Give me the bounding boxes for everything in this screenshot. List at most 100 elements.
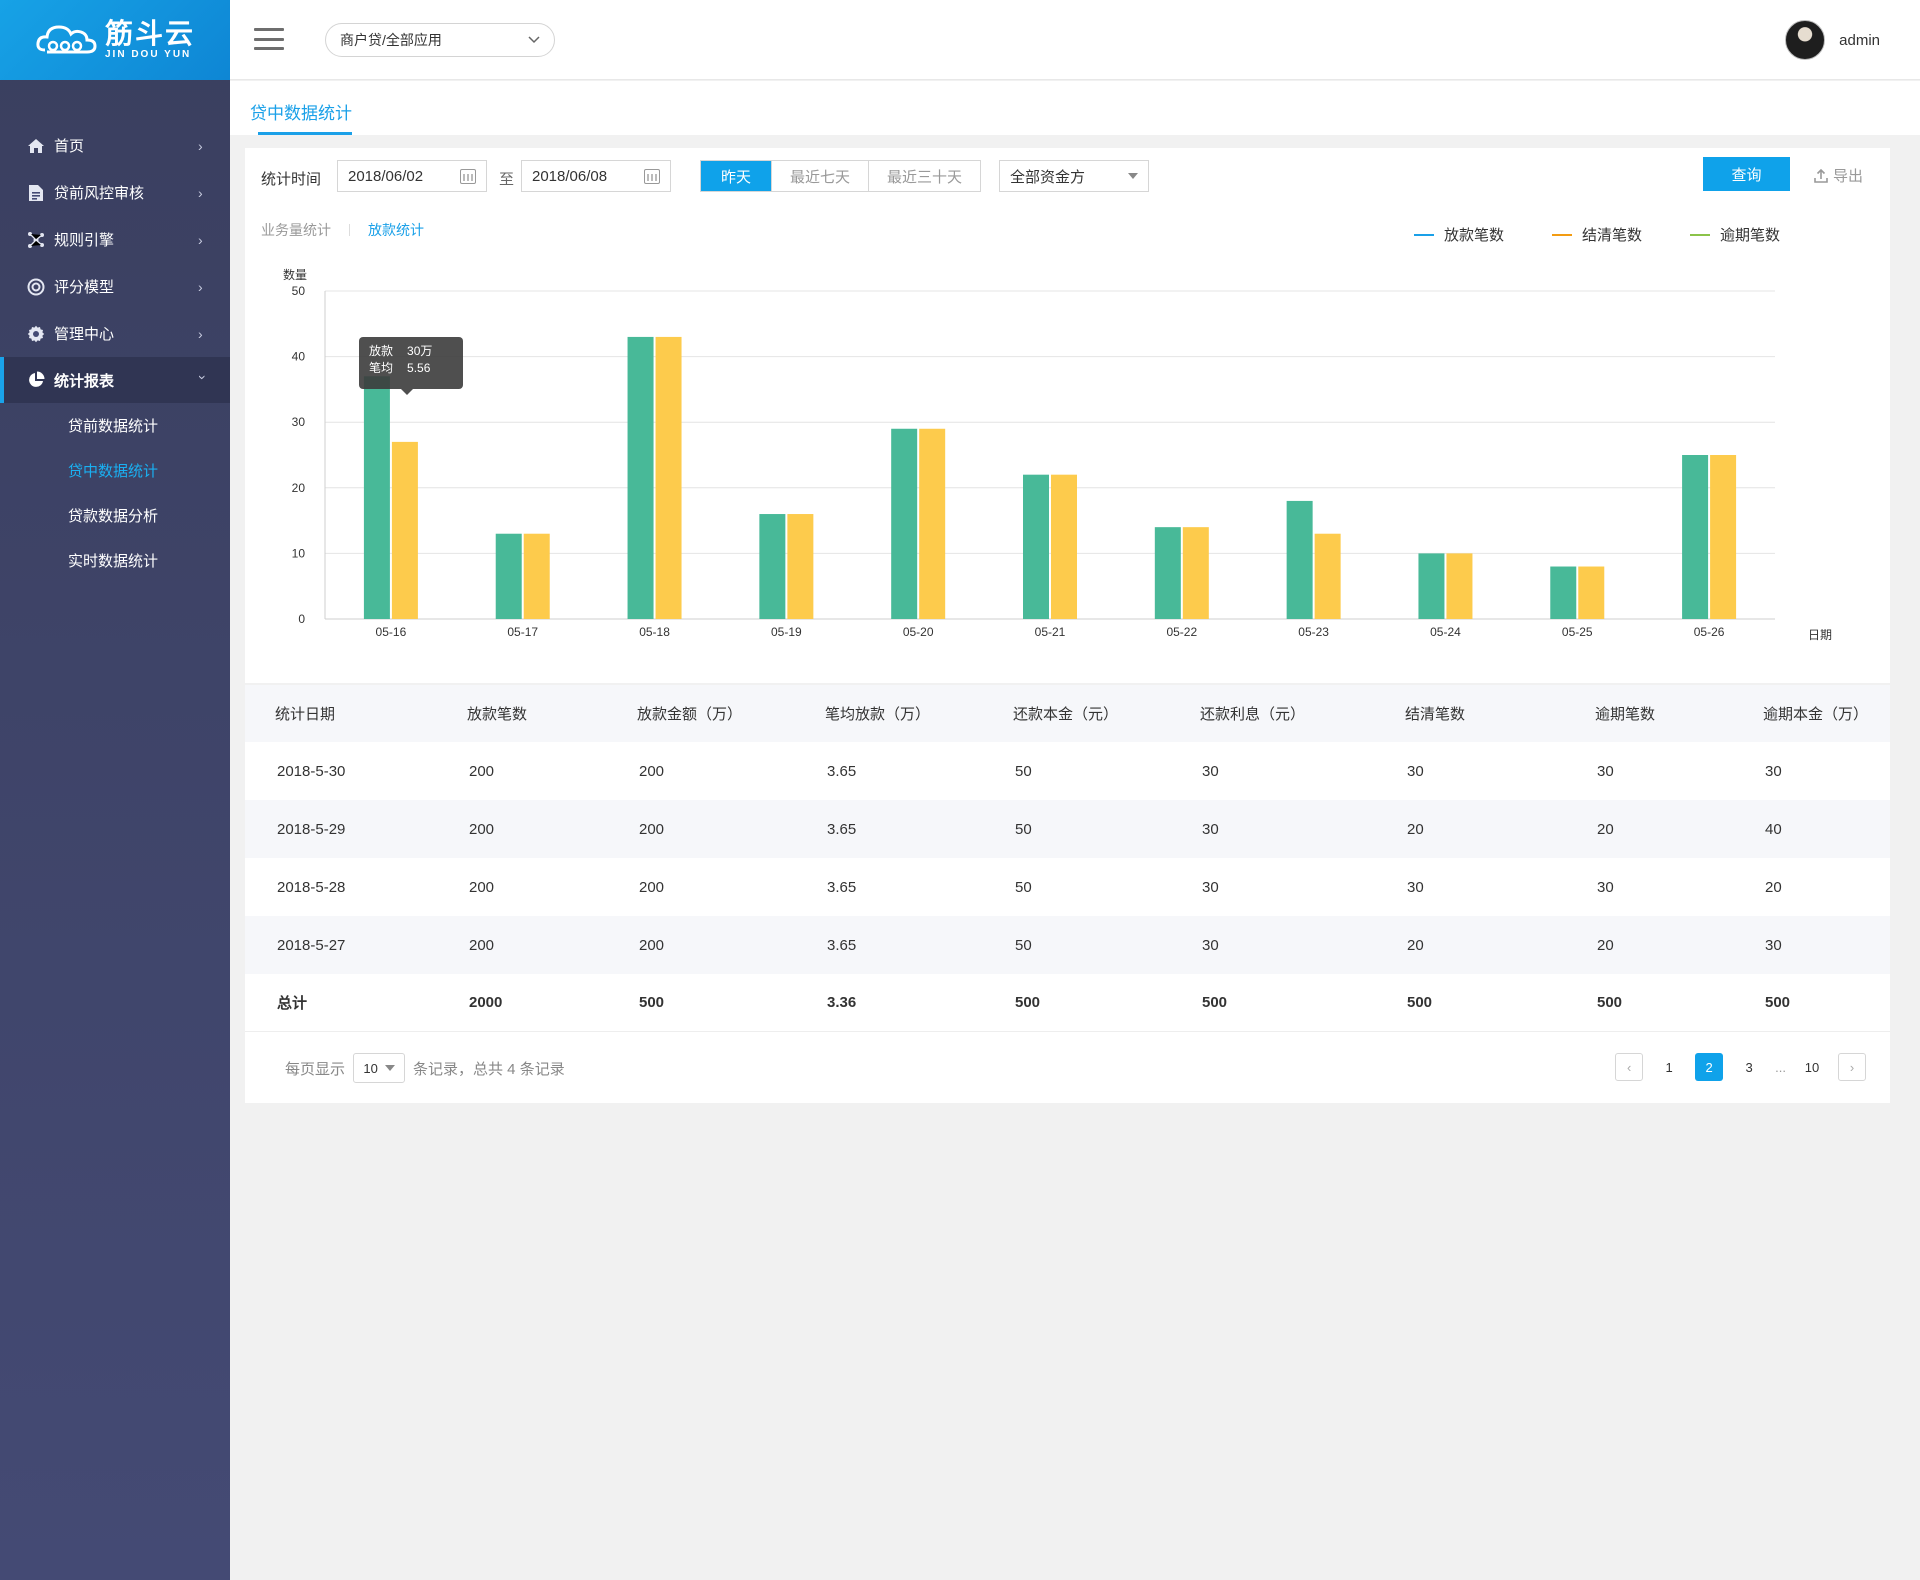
- logo[interactable]: 筋斗云 JIN DOU YUN: [0, 0, 230, 80]
- chart-tooltip: 放款 30万 笔均 5.56: [359, 337, 463, 395]
- table-total-cell: 500: [1597, 994, 1623, 1011]
- tab-in-loan-stats[interactable]: 贷中数据统计: [250, 104, 352, 123]
- table-cell: 20: [1407, 820, 1424, 838]
- page-button[interactable]: 3: [1745, 1059, 1753, 1075]
- sidebar-item-label: 规则引擎: [54, 232, 115, 249]
- end-date-input[interactable]: 2018/06/08: [521, 160, 671, 192]
- table-total-cell: 500: [1407, 994, 1433, 1011]
- page-size-select[interactable]: 10: [353, 1053, 406, 1083]
- chart-legend: 放款笔数 结清笔数 逾期笔数: [1413, 224, 1780, 245]
- legend-swatch: [1689, 233, 1710, 236]
- calendar-icon: [644, 168, 660, 184]
- sidebar-item-admin-center[interactable]: 管理中心 ›: [0, 310, 230, 357]
- bar-loans: [1550, 566, 1577, 619]
- sidebar-subitem-label: 贷中数据统计: [68, 463, 159, 480]
- sidebar-item-home[interactable]: 首页 ›: [0, 122, 230, 169]
- x-tick-label: 05-25: [1562, 625, 1593, 639]
- table-cell: 2018-5-30: [277, 762, 346, 780]
- table-cell: 30: [1597, 762, 1614, 780]
- sidebar-item-risk-review[interactable]: 贷前风控审核 ›: [0, 169, 230, 216]
- table-cell: 30: [1765, 936, 1782, 954]
- y-tick-label: 50: [292, 284, 306, 298]
- table-total-cell: 总计: [277, 995, 308, 1012]
- bar-settled: [1710, 455, 1737, 619]
- query-button[interactable]: 查询: [1703, 157, 1790, 191]
- filter-bar: 统计时间 2018/06/02 至 2018/06/08 昨天 最近七天 最近三…: [245, 148, 1890, 208]
- export-button[interactable]: 导出: [1813, 165, 1863, 186]
- upload-icon: [1814, 168, 1828, 183]
- subtab-business-volume[interactable]: 业务量统计: [261, 222, 331, 238]
- table-cell: 3.65: [827, 762, 857, 780]
- cloud-logo-icon: [36, 25, 97, 54]
- page-button[interactable]: 1: [1665, 1059, 1673, 1075]
- x-axis-label: 日期: [1808, 628, 1832, 642]
- table-header-cell: 结清笔数: [1405, 706, 1466, 723]
- bar-settled: [787, 514, 814, 619]
- table-cell: 30: [1765, 762, 1782, 780]
- page-button-current[interactable]: 2: [1695, 1053, 1724, 1081]
- sidebar-subitem-loan-analysis[interactable]: 贷款数据分析: [0, 493, 230, 538]
- bar-loans: [1154, 527, 1181, 619]
- table-total-cell: 500: [639, 994, 665, 1011]
- prev-page-button[interactable]: ‹: [1615, 1053, 1644, 1081]
- start-date-input[interactable]: 2018/06/02: [337, 160, 487, 192]
- sidebar-item-scoring-model[interactable]: 评分模型 ›: [0, 263, 230, 310]
- bar-settled: [1051, 474, 1077, 619]
- bar-settled: [1446, 553, 1473, 619]
- next-page-button[interactable]: ›: [1838, 1053, 1866, 1081]
- y-tick-label: 10: [292, 546, 306, 560]
- table-cell: 30: [1202, 936, 1219, 954]
- tab-bar: 贷中数据统计: [230, 81, 1920, 135]
- sidebar-item-label: 评分模型: [54, 279, 115, 296]
- x-tick-label: 05-18: [639, 625, 670, 639]
- table-total-cell: 2000: [469, 994, 503, 1011]
- sidebar-subitem-realtime-stats[interactable]: 实时数据统计: [0, 538, 230, 583]
- range-30days-button[interactable]: 最近三十天: [868, 161, 980, 191]
- bar-loans: [891, 428, 918, 619]
- table-cell: 3.65: [827, 936, 857, 954]
- table-cell: 200: [639, 762, 665, 780]
- user-menu[interactable]: admin: [1785, 20, 1880, 60]
- table-cell: 50: [1015, 762, 1032, 780]
- legend-item-loans[interactable]: 放款笔数: [1413, 224, 1504, 245]
- x-tick-label: 05-17: [507, 625, 538, 639]
- bar-loans: [1682, 455, 1709, 619]
- network-icon: [26, 230, 46, 250]
- legend-item-settled[interactable]: 结清笔数: [1551, 224, 1642, 245]
- sidebar-item-label: 统计报表: [54, 372, 115, 390]
- document-icon: [26, 183, 46, 203]
- sidebar-item-reports[interactable]: 统计报表 ›: [0, 357, 230, 403]
- sidebar-subitem-in-loan-stats[interactable]: 贷中数据统计: [0, 448, 230, 493]
- legend-item-overdue[interactable]: 逾期笔数: [1689, 224, 1780, 245]
- menu-toggle-button[interactable]: [254, 28, 284, 50]
- page-size-value: 10: [363, 1060, 378, 1076]
- chevron-right-icon: ›: [198, 325, 203, 342]
- table-cell: 20: [1597, 936, 1614, 954]
- table-cell: 30: [1202, 878, 1219, 896]
- fund-provider-select[interactable]: 全部资金方: [999, 160, 1149, 192]
- start-date-value: 2018/06/02: [348, 167, 424, 185]
- bar-loans: [1418, 553, 1445, 619]
- table-cell: 200: [639, 936, 665, 954]
- range-7days-button[interactable]: 最近七天: [771, 161, 868, 191]
- table-header-cell: 笔均放款（万）: [825, 706, 931, 723]
- subtab-loan-stats[interactable]: 放款统计: [368, 222, 424, 238]
- range-yesterday-button[interactable]: 昨天: [701, 161, 772, 191]
- caret-down-icon: [1128, 173, 1138, 179]
- page-button[interactable]: 10: [1804, 1059, 1820, 1075]
- chevron-down-icon: ›: [195, 375, 211, 380]
- sidebar-subitem-pre-loan-stats[interactable]: 贷前数据统计: [0, 403, 230, 448]
- chevron-down-icon: [528, 36, 540, 44]
- legend-label: 逾期笔数: [1719, 227, 1780, 244]
- bar-loans: [363, 376, 390, 619]
- table-header-cell: 还款利息（元）: [1200, 706, 1306, 723]
- app-select-dropdown[interactable]: 商户贷/全部应用: [325, 23, 555, 57]
- table-cell: 3.65: [827, 878, 857, 896]
- x-tick-label: 05-26: [1694, 625, 1725, 639]
- table-header-cell: 逾期本金（万）: [1763, 706, 1869, 723]
- sidebar-item-rule-engine[interactable]: 规则引擎 ›: [0, 216, 230, 263]
- table-cell: 200: [639, 820, 665, 838]
- chevron-right-icon: ›: [198, 184, 203, 201]
- sidebar-item-label: 管理中心: [54, 326, 115, 343]
